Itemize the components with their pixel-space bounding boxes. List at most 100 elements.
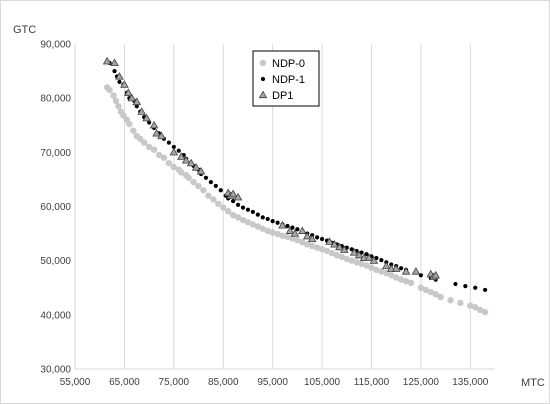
series-ndp-0 xyxy=(103,84,489,316)
legend-marker xyxy=(258,90,268,99)
y-tick-labels: 30,000 40,000 50,000 60,000 70,000 80,000 90,0… xyxy=(40,40,71,376)
data-point xyxy=(155,151,163,159)
data-point xyxy=(178,169,185,176)
data-point xyxy=(299,239,306,246)
data-point xyxy=(255,212,260,217)
data-point xyxy=(302,231,312,240)
data-point xyxy=(294,236,301,244)
data-point xyxy=(431,270,440,279)
y-tick-label: 70,000 xyxy=(40,148,71,159)
data-point xyxy=(245,207,251,212)
legend-marker xyxy=(259,59,267,67)
grid-lines xyxy=(74,44,495,370)
data-point xyxy=(284,233,291,241)
x-tick-label: 105,000 xyxy=(304,377,341,388)
data-point xyxy=(437,293,444,301)
data-point xyxy=(358,260,365,268)
data-point xyxy=(308,242,316,250)
data-point xyxy=(254,223,262,230)
data-point xyxy=(379,258,384,263)
x-axis-title: MTC xyxy=(521,377,545,389)
data-point xyxy=(427,288,434,296)
data-point xyxy=(392,274,400,281)
data-point xyxy=(307,234,317,243)
data-point xyxy=(369,256,379,264)
data-point xyxy=(169,147,179,156)
data-point xyxy=(422,286,430,294)
data-point xyxy=(354,250,364,259)
data-point xyxy=(265,216,270,222)
data-point xyxy=(411,267,421,275)
data-point xyxy=(447,297,454,304)
data-point xyxy=(228,189,238,198)
data-point xyxy=(134,104,139,109)
legend-item: DP1 xyxy=(258,90,293,102)
data-point xyxy=(402,278,410,285)
data-point xyxy=(325,237,334,245)
data-point xyxy=(290,225,295,230)
legend-label: DP1 xyxy=(272,90,293,102)
data-point xyxy=(195,182,202,190)
data-point xyxy=(186,158,196,167)
data-point xyxy=(210,196,217,203)
data-point xyxy=(203,175,209,180)
data-point xyxy=(368,264,375,271)
data-point xyxy=(127,93,137,102)
data-point xyxy=(215,200,222,207)
data-point xyxy=(213,183,218,189)
y-tick-label: 60,000 xyxy=(40,202,71,213)
data-point xyxy=(112,68,117,74)
data-point xyxy=(373,266,380,274)
data-point xyxy=(142,113,151,122)
data-point xyxy=(239,216,247,224)
data-point xyxy=(218,188,223,193)
data-point xyxy=(335,242,344,251)
data-point xyxy=(110,92,117,99)
data-point xyxy=(473,285,478,290)
data-point xyxy=(353,259,360,266)
data-point xyxy=(397,276,405,283)
data-point xyxy=(120,80,129,88)
data-point xyxy=(274,230,281,238)
data-point xyxy=(323,247,331,255)
data-point xyxy=(259,225,266,232)
data-point xyxy=(364,253,374,262)
data-point xyxy=(453,281,458,287)
data-point xyxy=(190,178,197,186)
data-point xyxy=(467,302,474,309)
data-point xyxy=(147,120,152,125)
data-point xyxy=(285,226,295,234)
data-point xyxy=(270,219,275,224)
series-layer xyxy=(102,56,489,316)
data-point xyxy=(185,174,192,181)
data-point xyxy=(457,299,464,307)
data-point xyxy=(102,56,112,65)
data-point xyxy=(295,227,300,232)
data-point xyxy=(132,97,142,106)
data-point xyxy=(340,245,349,253)
y-tick-label: 80,000 xyxy=(40,94,71,105)
legend: NDP-0 NDP-1 DP1 xyxy=(252,50,320,107)
data-point xyxy=(417,284,425,291)
data-point xyxy=(233,192,243,201)
data-point xyxy=(278,221,287,229)
legend-item: NDP-0 xyxy=(259,58,305,70)
y-tick-label: 40,000 xyxy=(40,310,71,321)
data-point xyxy=(166,140,171,145)
data-point xyxy=(279,232,286,239)
x-tick-label: 85,000 xyxy=(208,377,239,388)
data-point xyxy=(298,226,307,234)
y-tick-label: 30,000 xyxy=(40,365,71,376)
data-point xyxy=(120,112,127,119)
data-point xyxy=(145,143,153,151)
data-point xyxy=(124,88,133,96)
data-point xyxy=(235,202,241,207)
data-point xyxy=(318,246,326,253)
data-point xyxy=(333,252,341,259)
data-point xyxy=(330,240,339,248)
x-tick-label: 125,000 xyxy=(403,377,440,388)
data-point xyxy=(249,221,257,228)
data-point xyxy=(363,262,370,269)
data-point xyxy=(191,163,201,171)
